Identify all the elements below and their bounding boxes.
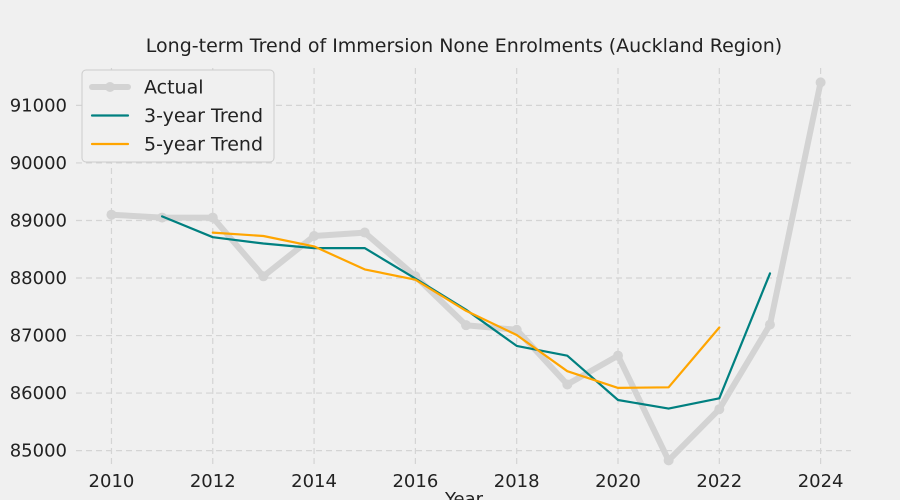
legend: Actual 3-year Trend 5-year Trend <box>81 69 275 163</box>
data-point <box>359 227 370 238</box>
y-tick-label: 89000 <box>10 210 67 231</box>
x-axis-label: Year <box>444 489 484 500</box>
x-tick-label: 2012 <box>190 471 236 492</box>
data-point <box>106 209 117 220</box>
data-point <box>207 212 218 223</box>
data-point <box>815 77 826 88</box>
data-point <box>258 271 269 282</box>
legend-label: 5-year Trend <box>144 134 263 156</box>
y-tick-label: 90000 <box>10 153 67 174</box>
data-point <box>612 350 623 361</box>
x-tick-label: 2024 <box>798 471 844 492</box>
x-tick-label: 2014 <box>291 471 337 492</box>
series-line <box>211 231 721 389</box>
data-point <box>511 324 522 335</box>
legend-box <box>81 69 275 163</box>
y-tick-label: 85000 <box>10 441 67 462</box>
data-point <box>309 231 320 242</box>
data-point <box>714 404 725 415</box>
y-tick-label: 91000 <box>10 95 67 116</box>
chart-title: Long-term Trend of Immersion None Enrolm… <box>146 35 782 57</box>
data-point <box>157 212 168 223</box>
tick-labels: 2010 2012 2014 2016 2018 2020 2022 2024 85000 860… <box>10 95 844 492</box>
series-layer <box>106 77 826 466</box>
legend-label: Actual <box>144 77 204 99</box>
series-2 <box>211 231 721 389</box>
data-point <box>562 379 573 390</box>
data-point <box>461 320 472 331</box>
x-tick-label: 2016 <box>392 471 438 492</box>
x-tick-label: 2020 <box>595 471 641 492</box>
y-tick-label: 87000 <box>10 326 67 347</box>
series-1 <box>161 215 772 410</box>
data-point <box>764 319 775 330</box>
x-tick-label: 2022 <box>696 471 742 492</box>
x-tick-label: 2010 <box>89 471 135 492</box>
x-tick-label: 2018 <box>494 471 540 492</box>
series-0 <box>106 77 826 466</box>
data-point <box>663 455 674 466</box>
y-tick-label: 88000 <box>10 268 67 289</box>
series-line <box>161 215 772 410</box>
y-tick-label: 86000 <box>10 383 67 404</box>
legend-marker <box>105 82 115 92</box>
legend-label: 3-year Trend <box>144 105 263 127</box>
